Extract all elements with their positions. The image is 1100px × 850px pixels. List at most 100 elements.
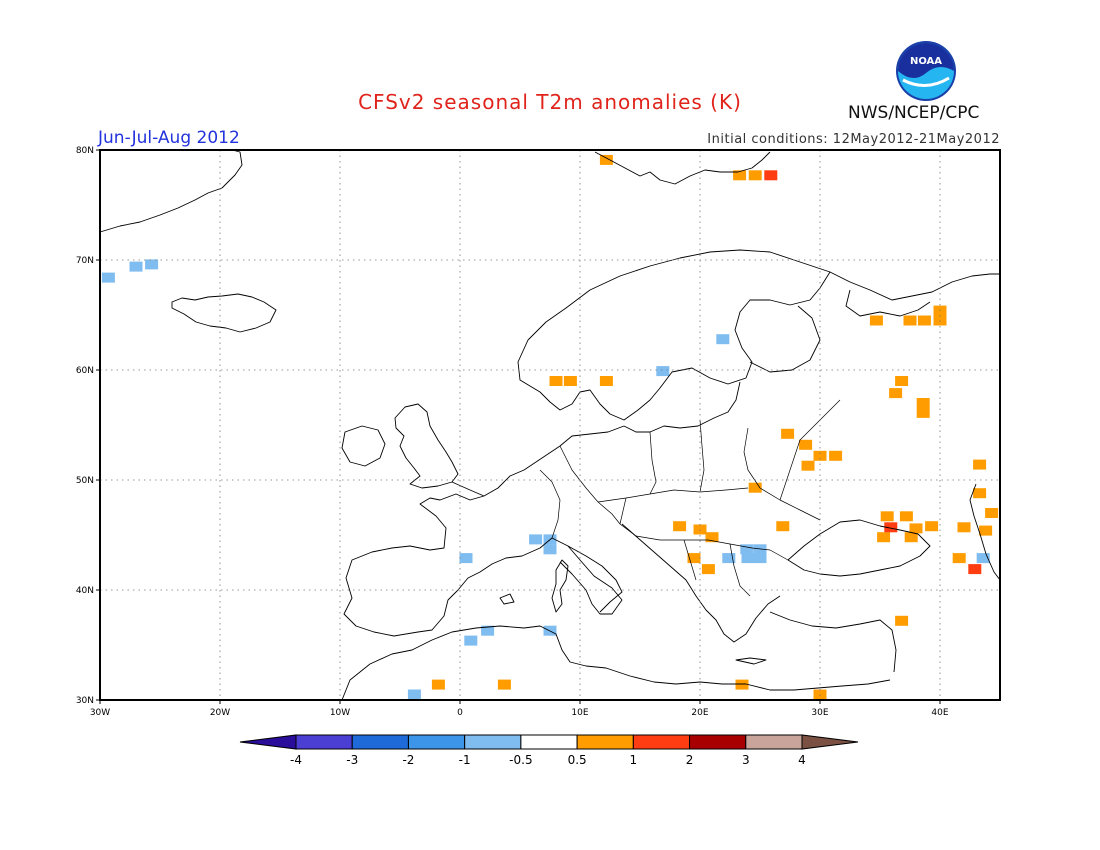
lat-tick-label: 30N (76, 696, 94, 706)
noaa-logo: NOAA (896, 41, 956, 101)
colorbar-label: 1 (630, 753, 638, 767)
colorbar-segment (464, 734, 522, 750)
anomaly-cell (753, 553, 767, 564)
lon-tick-label: 10W (330, 708, 350, 718)
anomaly-cell (903, 315, 917, 326)
mallorca (499, 593, 515, 605)
colorbar-label: 4 (798, 753, 806, 767)
anomaly-cell (722, 553, 736, 564)
baltic-coast (623, 381, 741, 433)
colorbar-left-arrow (239, 734, 297, 750)
anomaly-cell (979, 525, 993, 536)
italy-coast (559, 545, 623, 615)
lon-tick-label: 0 (457, 708, 463, 718)
anomaly-cell (481, 625, 495, 636)
caspian-coast (969, 483, 1001, 581)
lat-tick-label: 40N (76, 586, 94, 596)
anomaly-cell (687, 553, 701, 564)
anomaly-cell (899, 511, 913, 522)
anomaly-cell (753, 544, 767, 555)
anomaly-cell (889, 388, 903, 399)
north-africa-coast (341, 625, 891, 701)
anomaly-cell (563, 376, 577, 386)
anomaly-cell (781, 428, 795, 439)
lon-tick-label: 30E (811, 708, 828, 718)
colorbar-segment (295, 734, 353, 750)
scandinavia-coast (517, 249, 831, 421)
anomaly-cell (599, 376, 613, 386)
kola-coast (829, 271, 1000, 301)
colorbar-label: -2 (402, 753, 414, 767)
anomaly-cell (741, 553, 755, 564)
anomaly-cell (464, 635, 478, 646)
lon-tick-label: 10E (571, 708, 588, 718)
anomaly-cell (925, 521, 939, 532)
anatolia-coast (769, 611, 897, 673)
anomaly-cell (733, 170, 747, 181)
anomaly-cell (973, 459, 987, 470)
anomaly-cell (529, 534, 543, 545)
anomaly-cell (740, 544, 754, 555)
anomaly-cell (877, 532, 891, 543)
anomaly-cell (880, 511, 894, 522)
colorbar-label: 2 (686, 753, 694, 767)
anomaly-cell (407, 689, 421, 700)
greenland-coast (99, 149, 243, 233)
europe-west-coast (343, 425, 625, 637)
anomaly-cells (101, 154, 999, 700)
anomaly-cell (129, 261, 143, 272)
lat-tick-label: 60N (76, 366, 94, 376)
anomaly-cell (904, 532, 918, 543)
colorbar-label: 3 (742, 753, 750, 767)
iceland-coast (171, 293, 277, 333)
anomaly-cell (895, 615, 909, 626)
anomaly-cell (957, 522, 971, 533)
lat-tick-label: 80N (76, 146, 94, 156)
lon-tick-label: 40E (931, 708, 948, 718)
anomaly-cell (748, 482, 762, 493)
map-grid (100, 150, 1000, 700)
anomaly-cell (916, 398, 930, 408)
corsica-sardinia (551, 559, 569, 613)
colorbar-segment (689, 734, 747, 750)
forecast-period: Jun-Jul-Aug 2012 (98, 128, 240, 148)
axis-ticks: 30W 20W 10W 0 10E 20E 30E 40E 30N 40N 50N 60N 70N 80N (76, 146, 949, 718)
great-britain-coast (394, 403, 459, 489)
anomaly-cell (497, 679, 511, 690)
chart-title: CFSv2 seasonal T2m anomalies (K) (358, 90, 742, 114)
logo-text: NOAA (910, 56, 942, 67)
anomaly-cell (431, 679, 445, 690)
finland-coast (749, 305, 821, 373)
lon-tick-label: 20E (691, 708, 708, 718)
colorbar-label: -4 (290, 753, 302, 767)
anomaly-cell (543, 544, 557, 555)
colorbar: -4 -3 -2 -1 -0.5 0.5 1 2 3 4 (239, 734, 859, 767)
anomaly-cell (917, 315, 931, 326)
black-sea-coast (787, 519, 931, 577)
anomaly-cell (909, 523, 923, 534)
anomaly-cell (549, 376, 563, 386)
ireland-coast (341, 425, 386, 467)
lon-tick-label: 20W (210, 708, 230, 718)
colorbar-right-arrow (801, 734, 859, 750)
anomaly-cell (748, 170, 762, 181)
anomaly-cell (813, 450, 827, 461)
colorbar-segment (632, 734, 691, 750)
anomaly-cell (799, 439, 813, 450)
anomaly-cell (101, 272, 115, 283)
anomaly-cell (459, 553, 473, 564)
crete (735, 657, 767, 665)
colorbar-label: 0.5 (568, 753, 587, 767)
anomaly-cell (985, 508, 999, 518)
colorbar-segment (576, 734, 634, 750)
anomaly-cell (869, 315, 883, 326)
colorbar-segment (520, 734, 578, 750)
lat-tick-label: 50N (76, 476, 94, 486)
lon-tick-label: 30W (90, 708, 110, 718)
anomaly-cell (764, 170, 778, 181)
anomaly-cell (829, 450, 843, 461)
colorbar-segment (745, 734, 803, 750)
anomaly-cell (952, 553, 966, 564)
map-frame (99, 149, 1001, 701)
